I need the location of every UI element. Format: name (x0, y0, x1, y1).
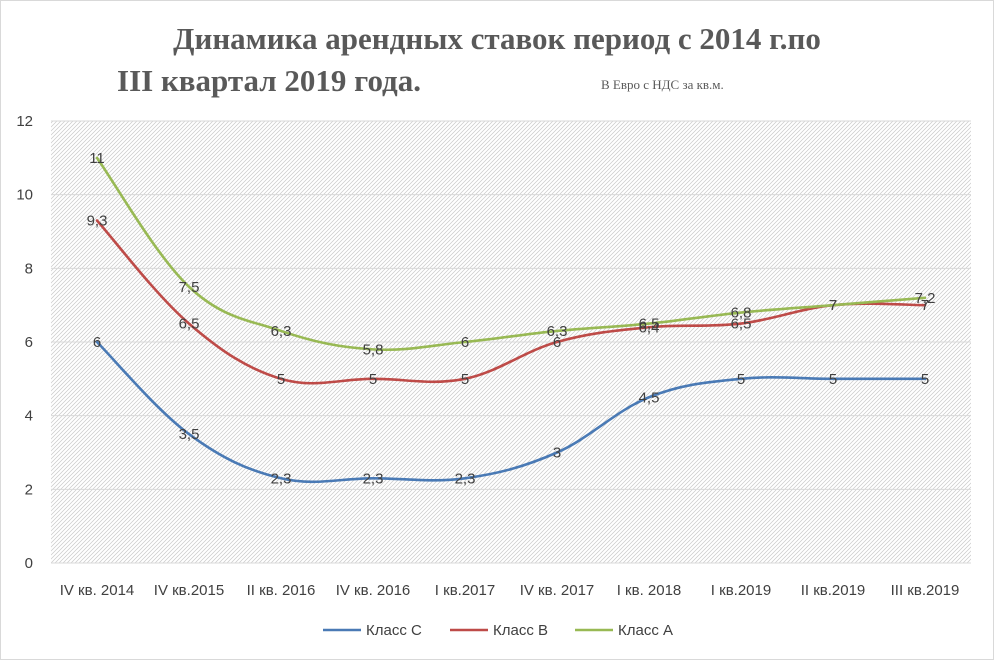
legend-label-3: Класс А (618, 622, 673, 639)
series-line-1 (95, 340, 927, 484)
data-label: 6,5 (731, 316, 752, 333)
x-tick-label: I кв. 2018 (617, 582, 682, 599)
data-label: 5 (737, 371, 745, 388)
data-label: 4,5 (639, 389, 660, 406)
x-tick-label: IV кв. 2016 (336, 582, 411, 599)
x-tick-label: III кв.2019 (891, 582, 960, 599)
data-label: 5 (369, 371, 377, 388)
series-line-3 (95, 156, 927, 352)
data-label: 2,3 (271, 470, 292, 487)
data-label: 5 (829, 371, 837, 388)
data-label: 7 (829, 297, 837, 314)
data-label: 9,3 (87, 212, 108, 229)
data-label: 6,3 (547, 323, 568, 340)
chart-subtitle: В Евро с НДС за кв.м. (601, 77, 724, 92)
data-label: 7,2 (915, 290, 936, 307)
data-label: 6,4 (639, 319, 660, 336)
y-tick-label: 12 (16, 113, 33, 130)
y-tick-label: 6 (25, 334, 33, 351)
chart-title-line2: III квартал 2019 года. (117, 63, 421, 98)
data-label: 11 (89, 150, 105, 167)
data-label: 7,5 (179, 279, 200, 296)
data-label: 6,8 (731, 305, 752, 322)
legend-label-2: Класс В (493, 622, 548, 639)
data-label: 6 (553, 334, 561, 351)
y-tick-label: 0 (25, 555, 33, 572)
y-tick-label: 8 (25, 260, 33, 277)
series-lines (95, 156, 927, 484)
gridlines (51, 120, 971, 564)
y-axis-ticks: 0 2 4 6 8 10 12 (16, 113, 33, 572)
y-tick-label: 10 (16, 187, 33, 204)
legend-label-1: Класс С (366, 622, 422, 639)
data-label: 2,3 (455, 470, 476, 487)
data-label: 7 (921, 297, 929, 314)
y-tick-label: 4 (25, 408, 33, 425)
data-label: 6 (461, 334, 469, 351)
x-tick-label: IV кв. 2014 (60, 582, 135, 599)
series-line-2 (95, 219, 927, 385)
data-label: 6,3 (271, 323, 292, 340)
data-label: 6,5 (179, 316, 200, 333)
x-tick-label: IV кв.2015 (154, 582, 224, 599)
x-axis-ticks: IV кв. 2014 IV кв.2015 II кв. 2016 IV кв. 2… (60, 582, 960, 599)
legend: Класс С Класс В Класс А (323, 622, 673, 639)
data-label: 2,3 (363, 470, 384, 487)
data-labels: 63,52,3 2,3 2,334,55 5 59,36,55 5 566,4 6,57 711… (87, 150, 936, 487)
data-label: 6 (93, 334, 101, 351)
x-tick-label: II кв. 2016 (247, 582, 316, 599)
chart-title-line1: Динамика арендных ставок период с 2014 г… (173, 21, 821, 56)
data-label: 5 (921, 371, 929, 388)
y-tick-label: 2 (25, 481, 33, 498)
data-label: 5 (461, 371, 469, 388)
data-label: 3,5 (179, 426, 200, 443)
data-label: 6,5 (639, 316, 660, 333)
x-tick-label: IV кв. 2017 (520, 582, 595, 599)
x-tick-label: I кв.2017 (435, 582, 495, 599)
data-label: 3 (553, 445, 561, 462)
x-tick-label: I кв.2019 (711, 582, 771, 599)
data-label: 5 (277, 371, 285, 388)
data-label: 5,8 (363, 341, 384, 358)
data-label: 7 (829, 297, 837, 314)
x-tick-label: II кв.2019 (801, 582, 866, 599)
